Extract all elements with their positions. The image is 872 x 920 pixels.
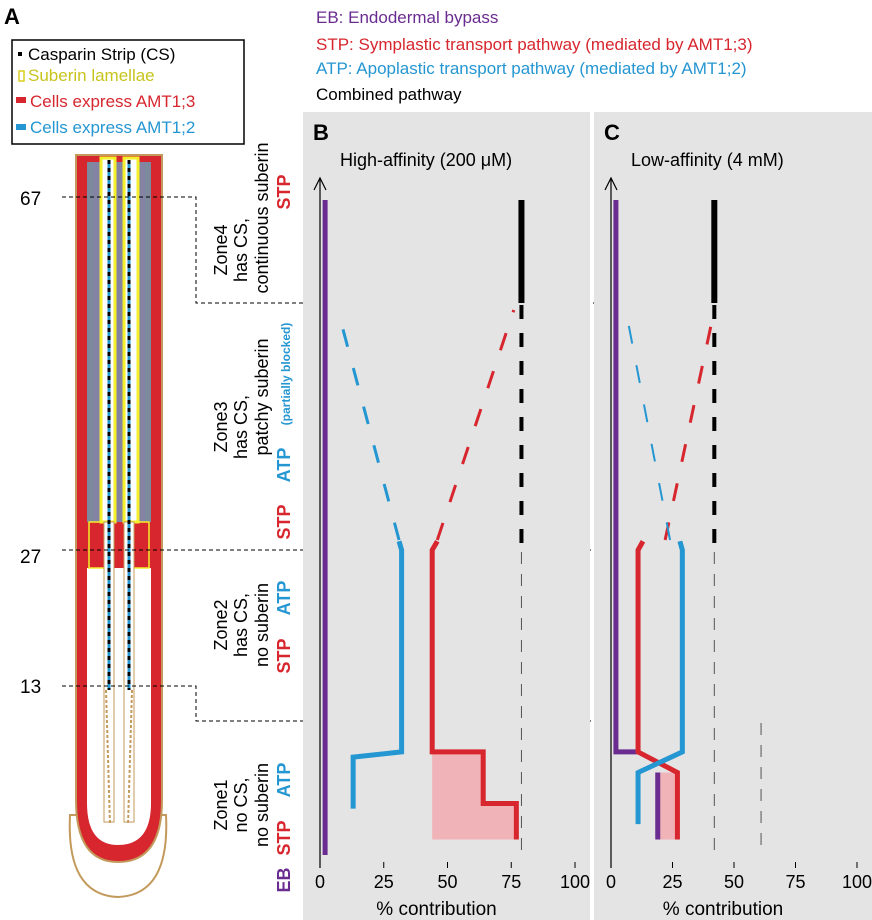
chart-panel-b: B High-affinity (200 μM) 0 25 50 75 100 % contr… (303, 112, 590, 920)
zone4-l3: continuous suberin (252, 142, 272, 293)
legend-amt12: Cells express AMT1;2 (30, 118, 195, 137)
zone4-stp: STP (274, 174, 294, 209)
stp-shaded-area (432, 751, 517, 840)
panel-label: C (604, 120, 620, 145)
legend-eb: EB: Endodermal bypass (316, 8, 498, 27)
y-axis-arrow (604, 176, 618, 191)
legend-atp: ATP: Apoplastic transport pathway (media… (316, 59, 747, 78)
stp-shaded-area (657, 772, 678, 840)
amt12-swatch (16, 124, 26, 130)
atp-line (350, 540, 405, 809)
x-tick-label: 0 (315, 872, 325, 892)
zone3-l3: patchy suberin (252, 338, 272, 455)
chart-panel-c: C Low-affinity (4 mM) 0 25 50 75 100 % contribu… (594, 112, 872, 920)
eb-line (613, 200, 641, 755)
panel-label: B (313, 120, 329, 145)
zone2-l1: Zone2 (211, 599, 231, 650)
y-axis-arrow (313, 176, 327, 191)
zone1-atp: ATP (274, 763, 294, 798)
chart-title: High-affinity (200 μM) (340, 150, 512, 170)
x-axis-label: % contribution (663, 899, 783, 920)
stp-zone3-dashed (435, 309, 516, 541)
x-tick-label: 50 (437, 872, 457, 892)
legend-suberin: Suberin lamellae (28, 66, 155, 85)
legend-stp: STP: Symplastic transport pathway (media… (316, 35, 753, 54)
zone4-l2: has CS, (231, 218, 251, 282)
depth-label-13: 13 (20, 677, 41, 698)
zone2-l3: no suberin (252, 583, 272, 667)
panel-label-a: A (4, 4, 20, 29)
x-axis-label: % contribution (376, 899, 496, 920)
zone3-stp: STP (274, 504, 294, 539)
suberin-swatch (18, 70, 25, 82)
zone1-eb: EB (274, 867, 294, 892)
legend-a-box: Casparin Strip (CS) Suberin lamellae Cel… (11, 39, 245, 145)
zone-labels: Zone4 has CS, continuous suberin STP Zon… (211, 142, 294, 892)
stp-line (635, 540, 680, 840)
atp-line (635, 540, 685, 825)
legend-cs: Casparin Strip (CS) (28, 45, 175, 64)
zone1-l2: no CS, (231, 777, 251, 832)
x-tick-label: 75 (501, 872, 521, 892)
x-tick-label: 25 (662, 872, 682, 892)
stp-line (429, 539, 519, 840)
legend-amt13: Cells express AMT1;3 (30, 92, 195, 111)
zone1-l3: no suberin (252, 763, 272, 847)
cs-swatch (18, 52, 22, 56)
zone2-atp: ATP (274, 581, 294, 616)
zone3-atp: ATP (274, 448, 294, 483)
zone3-atp-note: (partially blocked) (279, 323, 293, 426)
zone1-stp: STP (274, 820, 294, 855)
chart-title: Low-affinity (4 mM) (631, 150, 784, 170)
legend-combined: Combined pathway (316, 85, 462, 104)
x-tick-label: 25 (374, 872, 394, 892)
amt13-swatch (16, 97, 26, 103)
zone4-l1: Zone4 (211, 224, 231, 275)
zone2-stp: STP (274, 638, 294, 673)
root-diagram (68, 154, 168, 899)
x-tick-label: 50 (724, 872, 744, 892)
zone3-l2: has CS, (231, 395, 251, 459)
zone3-l1: Zone3 (211, 401, 231, 452)
zone2-l2: has CS, (231, 593, 251, 657)
zone1-l1: Zone1 (211, 779, 231, 830)
x-tick-label: 100 (842, 872, 872, 892)
x-tick-label: 0 (606, 872, 616, 892)
depth-label-27: 27 (20, 547, 41, 568)
x-tick-label: 75 (785, 872, 805, 892)
depth-label-67: 67 (20, 189, 41, 210)
x-tick-label: 100 (560, 872, 590, 892)
